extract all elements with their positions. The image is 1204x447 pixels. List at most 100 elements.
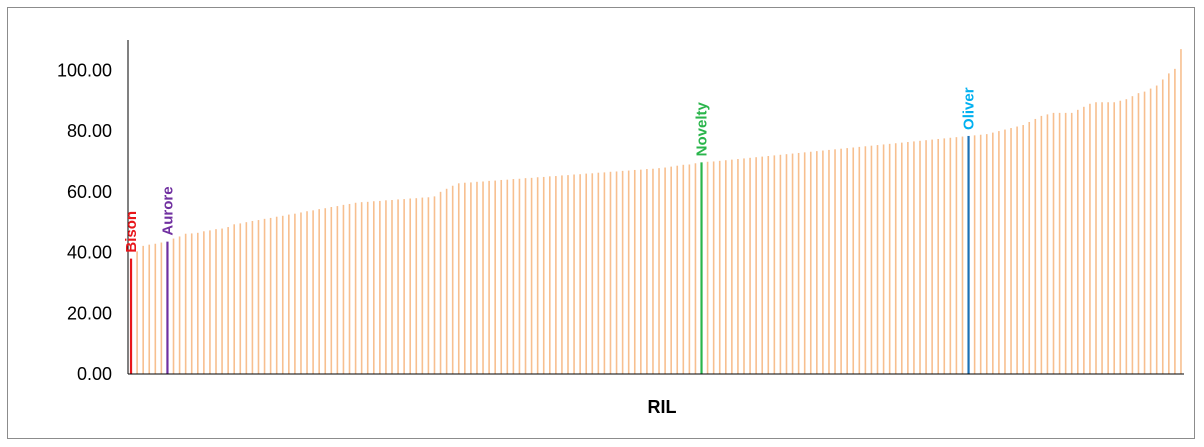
bar [428,197,430,374]
bar [950,138,952,374]
y-tick-label: 60.00 [67,182,112,202]
bar [683,165,685,374]
bar [1022,125,1024,374]
bar [1083,107,1085,374]
bar [173,239,175,374]
bar [1126,99,1128,374]
bar [270,218,272,374]
bar [792,154,794,374]
bar [148,245,150,374]
bar [252,221,254,374]
bar [925,140,927,374]
bar [306,211,308,374]
bar [458,183,460,374]
bar [470,182,472,374]
bar [962,137,964,374]
bar [664,168,666,374]
annotation-aurore: Aurore [159,186,176,235]
bar [1138,93,1140,374]
bar [731,160,733,374]
bar [834,149,836,374]
bar [670,167,672,374]
bar [379,201,381,374]
bar [1010,128,1012,374]
bar [937,139,939,374]
bar [610,172,612,374]
bar [415,198,417,374]
bar [1180,49,1182,374]
bar [695,163,697,374]
bar [161,243,163,374]
bar [246,222,248,374]
x-axis-label: RIL [648,397,677,417]
bar [998,131,1000,374]
bar [282,216,284,374]
bar [1107,102,1109,374]
bar [1028,122,1030,374]
bar [1077,110,1079,374]
bar [956,137,958,374]
highlight-bar [166,242,168,374]
bar [591,173,593,374]
bar [810,152,812,374]
bar [859,147,861,374]
bar [549,176,551,374]
bar [1095,102,1097,374]
bar [980,135,982,374]
bar [264,219,266,374]
bar [1174,69,1176,374]
bar [361,202,363,374]
bar [482,181,484,374]
bar [1144,92,1146,374]
highlight-bar [967,136,969,374]
bar [1113,102,1115,374]
bar [434,196,436,374]
bar [883,144,885,374]
bar [1071,113,1073,374]
bar [749,158,751,374]
bar [185,234,187,374]
bar [543,177,545,374]
bar [403,199,405,374]
bar [804,152,806,374]
bar [300,212,302,374]
y-tick-label: 80.00 [67,121,112,141]
bar [531,178,533,374]
bar [992,133,994,374]
annotation-novelty: Novelty [694,102,711,157]
bar [215,229,217,374]
bar [889,144,891,374]
y-tick-label: 0.00 [77,364,112,384]
bar [798,153,800,374]
bar [136,251,138,374]
bar [294,214,296,374]
bar [513,179,515,374]
bar [652,169,654,374]
bar [209,230,211,374]
bar [640,170,642,374]
bar [846,148,848,374]
bar [725,160,727,374]
y-tick-label: 40.00 [67,243,112,263]
bar [1059,113,1061,374]
bar [877,145,879,374]
bar [155,244,157,374]
annotation-bison: Bison [123,211,140,253]
bar [816,151,818,374]
bar [828,150,830,374]
bar [1150,89,1152,374]
bar [227,227,229,374]
bar [1119,101,1121,374]
bar [895,143,897,374]
bar [761,157,763,374]
bar [507,180,509,374]
bar [367,202,369,374]
bar [1101,102,1103,374]
bar [658,168,660,374]
bar [1016,127,1018,374]
bar [622,171,624,374]
bar [871,146,873,374]
highlight-bar [130,259,132,374]
annotation-oliver: Oliver [961,87,978,130]
bar [385,200,387,374]
